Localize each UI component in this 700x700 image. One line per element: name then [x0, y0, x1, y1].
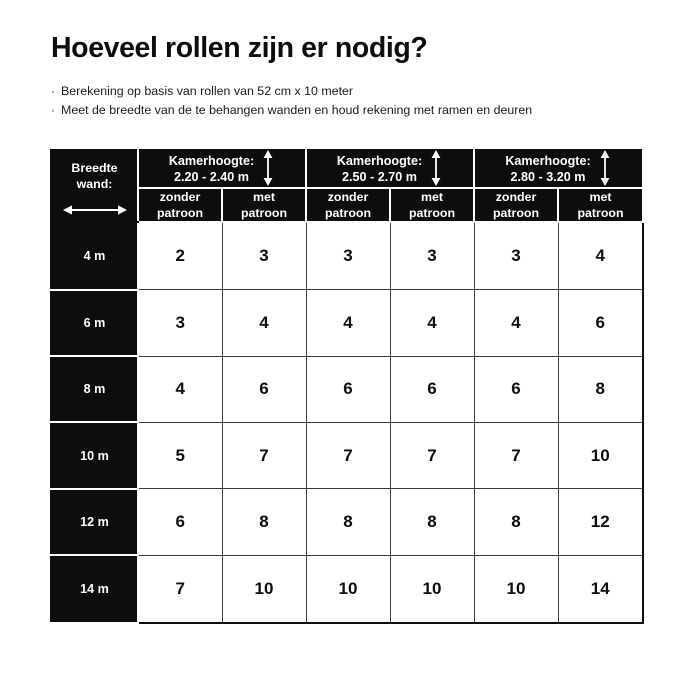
subheader-line2: patroon	[577, 206, 624, 220]
bullet-text: Meet de breedte van de te behangen wande…	[61, 103, 533, 117]
subheader-line2: patroon	[408, 206, 456, 220]
cell-value: 10	[389, 554, 475, 624]
row-header-wall-width: 12 m	[50, 487, 139, 557]
cell-value: 6	[389, 355, 475, 423]
cell-value: 8	[305, 488, 391, 556]
cell-value: 10	[305, 554, 391, 624]
subheader-line1: zonder	[495, 190, 537, 204]
cell-value: 4	[137, 355, 223, 423]
bullet-dot-icon: ·	[51, 103, 55, 117]
rolls-needed-table: Breedte wand:	[50, 149, 644, 624]
cell-value: 6	[557, 289, 644, 357]
horizontal-double-arrow-icon	[62, 203, 127, 217]
bullet-text: Berekening op basis van rollen van 52 cm…	[61, 84, 354, 98]
page-title: Hoeveel rollen zijn er nodig?	[51, 32, 428, 64]
cell-value: 4	[557, 221, 644, 291]
table-header-row-subcolumns: zonder patroon met patroon zonder patroo…	[51, 187, 644, 223]
table-row: 12 m 6 8 8 8 8 12	[50, 487, 644, 557]
cell-value: 3	[305, 221, 391, 291]
row-header-wall-width: 14 m	[50, 554, 139, 624]
table-row: 8 m 4 6 6 6 6 8	[50, 355, 644, 424]
corner-header-wall-width: Breedte wand:	[50, 149, 139, 223]
cell-value: 7	[305, 421, 391, 490]
list-item: · Meet de breedte van de te behangen wan…	[51, 101, 651, 120]
cell-value: 2	[137, 221, 223, 291]
cell-value: 5	[137, 421, 223, 490]
group-header-room-height-1: Kamerhoogte: 2.20 - 2.40 m	[137, 149, 307, 189]
cell-value: 10	[473, 554, 559, 624]
subheader-line2: patroon	[240, 206, 288, 220]
cell-value: 3	[473, 221, 559, 291]
subheader-col-5: zonder patroon	[473, 187, 559, 223]
cell-value: 8	[473, 488, 559, 556]
row-header-wall-width: 4 m	[50, 221, 139, 291]
subheader-line1: met	[420, 190, 444, 204]
cell-value: 10	[557, 421, 644, 490]
corner-label-line2: wand:	[76, 176, 113, 191]
cell-value: 7	[221, 421, 307, 490]
cell-value: 12	[557, 488, 644, 556]
subheader-col-2: met patroon	[221, 187, 307, 223]
subheader-col-6: met patroon	[557, 187, 644, 223]
cell-value: 7	[473, 421, 559, 490]
subheader-col-1: zonder patroon	[137, 187, 223, 223]
subheader-col-3: zonder patroon	[305, 187, 391, 223]
cell-value: 4	[305, 289, 391, 357]
group-range: 2.20 - 2.40 m	[174, 170, 249, 184]
cell-value: 7	[137, 554, 223, 624]
corner-label-line1: Breedte	[71, 160, 118, 175]
cell-value: 6	[221, 355, 307, 423]
group-range: 2.80 - 3.20 m	[510, 170, 586, 184]
subheader-line1: zonder	[159, 190, 201, 204]
cell-value: 3	[389, 221, 475, 291]
table-row: 14 m 7 10 10 10 10 14	[50, 554, 644, 624]
subheader-line2: patroon	[156, 206, 204, 220]
table-header-row-groups: Breedte wand:	[50, 149, 644, 223]
group-range: 2.50 - 2.70 m	[342, 170, 417, 184]
rolls-needed-table-wrapper: Breedte wand:	[50, 149, 644, 624]
row-header-wall-width: 8 m	[50, 355, 139, 424]
cell-value: 3	[137, 289, 223, 357]
intro-bullet-list: · Berekening op basis van rollen van 52 …	[51, 82, 651, 120]
group-header-room-height-2: Kamerhoogte: 2.50 - 2.70 m	[305, 149, 475, 189]
vertical-double-arrow-icon	[429, 150, 443, 186]
row-header-wall-width: 10 m	[50, 421, 139, 490]
cell-value: 6	[305, 355, 391, 423]
subheader-line1: met	[252, 190, 276, 204]
table-row: 6 m 3 4 4 4 4 6	[50, 288, 644, 358]
table-row: 4 m 2 3 3 3 3 4	[50, 221, 644, 291]
vertical-double-arrow-icon	[598, 150, 612, 186]
subheader-col-4: met patroon	[389, 187, 475, 223]
group-header-room-height-3: Kamerhoogte: 2.80 - 3.20 m	[473, 149, 644, 189]
vertical-double-arrow-icon	[261, 150, 275, 186]
bullet-dot-icon: ·	[51, 84, 55, 98]
table-row: 10 m 5 7 7 7 7 10	[50, 421, 644, 490]
cell-value: 8	[557, 355, 644, 423]
cell-value: 6	[137, 488, 223, 556]
subheader-line2: patroon	[324, 206, 372, 220]
subheader-line2: patroon	[492, 206, 540, 220]
subheader-line1: met	[589, 190, 612, 204]
group-title: Kamerhoogte:	[168, 153, 255, 168]
cell-value: 7	[389, 421, 475, 490]
cell-value: 14	[557, 554, 644, 624]
cell-value: 10	[221, 554, 307, 624]
cell-value: 4	[389, 289, 475, 357]
group-title: Kamerhoogte:	[505, 153, 591, 168]
cell-value: 4	[473, 289, 559, 357]
cell-value: 6	[473, 355, 559, 423]
group-title: Kamerhoogte:	[336, 153, 423, 168]
cell-value: 8	[221, 488, 307, 556]
subheader-line1: zonder	[327, 190, 369, 204]
cell-value: 8	[389, 488, 475, 556]
list-item: · Berekening op basis van rollen van 52 …	[51, 82, 651, 101]
cell-value: 3	[221, 221, 307, 291]
cell-value: 4	[221, 289, 307, 357]
row-header-wall-width: 6 m	[50, 288, 139, 358]
